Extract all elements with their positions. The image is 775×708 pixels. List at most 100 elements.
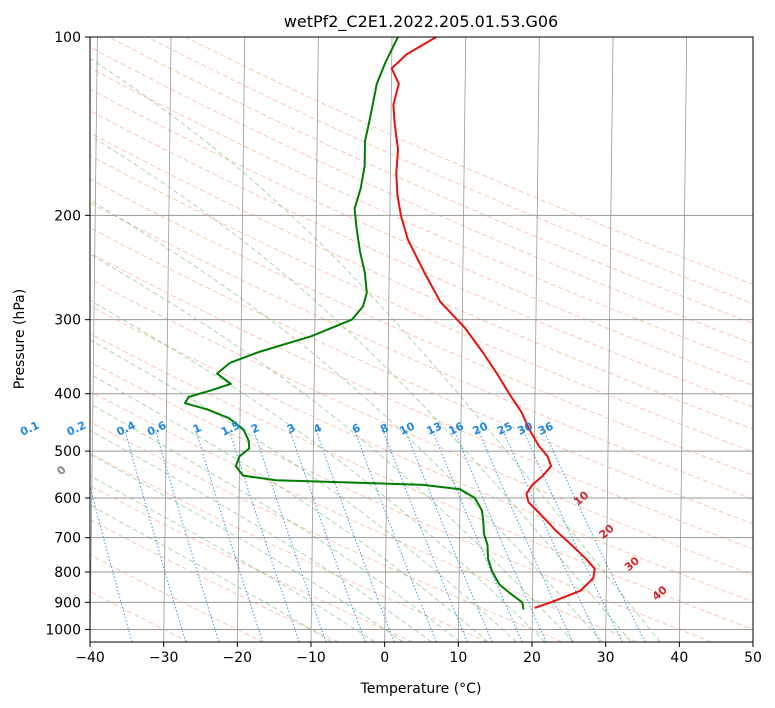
isotherm-line: [678, 37, 688, 642]
moist-adiabat-line: [90, 429, 432, 642]
mixing-ratio-label: 36: [536, 419, 556, 437]
dry-adiabat-line: [90, 485, 414, 642]
y-tick-label: 600: [54, 491, 81, 507]
dry-adiabat-line: [90, 554, 264, 642]
dry-adiabat-line: [90, 332, 753, 630]
x-tick-label: 10: [449, 650, 467, 666]
moist-adiabat-line: [90, 57, 661, 642]
x-axis-label: Temperature (°C): [360, 681, 482, 697]
mixing-ratio-line: [542, 429, 646, 642]
x-tick-label: −10: [296, 650, 326, 666]
moist-adiabat-label: 10: [571, 488, 591, 508]
mixing-ratio-label: 2: [249, 421, 261, 436]
y-tick-label: 800: [54, 565, 81, 581]
y-axis-label: Pressure (hPa): [12, 289, 28, 389]
mixing-ratio-label: 1.5: [219, 419, 242, 439]
mixing-ratio-line: [353, 429, 437, 642]
moist-adiabat-label: 30: [622, 554, 642, 574]
plot-frame: [89, 36, 754, 643]
dry-adiabat-line: [146, 37, 753, 305]
mixing-ratio-label: 0.4: [114, 419, 137, 439]
mixing-ratio-label: 1: [191, 421, 203, 436]
chart-title: wetPf2_C2E1.2022.205.01.53.G06: [284, 12, 558, 32]
mixing-ratio-label: 0.1: [18, 419, 41, 439]
y-tick-label: 200: [54, 208, 81, 224]
moist-adiabat-line: [90, 453, 404, 642]
x-tick-label: −40: [75, 650, 105, 666]
mixing-ratio-line: [522, 429, 623, 642]
isotherm-line: [457, 37, 467, 642]
moist-adiabat-line: [90, 403, 461, 642]
moist-adiabat-line: [90, 339, 517, 642]
mixing-ratio-label: 25: [495, 420, 514, 438]
dry-adiabat-line: [90, 227, 753, 525]
mixing-ratio-line: [124, 429, 187, 642]
x-tick-label: −20: [223, 650, 253, 666]
mixing-ratio-line: [288, 429, 366, 642]
dry-adiabat-line: [90, 46, 753, 345]
dry-adiabat-line: [90, 421, 563, 642]
adiabat-labels: -100-90-80-70-60-50-40-30-20-10010203040…: [18, 419, 670, 604]
x-axis: −40 −30 −20 −10 0 10 20 30 40 50: [75, 642, 762, 666]
y-tick-label: 100: [54, 30, 81, 46]
mixing-ratio-label: 20: [471, 419, 491, 437]
temperature-trace: [390, 37, 596, 609]
y-tick-label: 500: [54, 444, 81, 460]
moist-adiabat-label: 20: [597, 522, 617, 542]
isotherm-line: [90, 37, 98, 642]
moist-adiabat-label: 40: [650, 583, 670, 603]
mixing-ratio-line: [315, 429, 395, 642]
dry-adiabat-line: [90, 452, 488, 642]
isotherm-line: [752, 609, 753, 642]
moist-adiabat-line: [90, 199, 603, 642]
isotherm-line: [384, 37, 393, 642]
moist-adiabat-line: [90, 134, 632, 642]
x-tick-label: 0: [380, 650, 389, 666]
dewpoint-trace: [183, 37, 525, 610]
dry-adiabat-line: [90, 132, 753, 430]
moist-adiabat-line: [90, 475, 376, 642]
y-axis: 100 200 300 400 500 600 700 800 900 1000: [45, 30, 90, 638]
dry-adiabat-line: [90, 361, 712, 642]
mixing-ratio-label: 6: [350, 421, 363, 436]
mixing-ratio-label: 13: [425, 420, 444, 438]
isotherm-line: [310, 37, 319, 642]
dry-adiabat-line: [90, 519, 339, 642]
x-tick-label: 50: [744, 650, 762, 666]
x-tick-label: 30: [597, 650, 615, 666]
mixing-ratio-label: 0.2: [65, 419, 88, 439]
dry-adiabat-line: [90, 67, 753, 365]
moist-adiabat-line: [90, 504, 333, 642]
isotherm-line: [531, 37, 540, 642]
x-tick-label: 40: [670, 650, 688, 666]
mixing-ratio-line: [154, 429, 220, 642]
moist-adiabat-line: [90, 373, 489, 642]
dry-adiabat-line: [90, 155, 753, 453]
background-lines: [90, 37, 753, 642]
mixing-ratio-label: 10: [397, 419, 417, 437]
isotherm-line: [605, 37, 614, 642]
x-tick-label: −30: [149, 650, 179, 666]
mixing-ratio-label: 0.6: [145, 419, 168, 439]
y-tick-label: 1000: [45, 622, 81, 638]
y-tick-label: 300: [54, 313, 81, 329]
dry-adiabat-line: [90, 390, 638, 642]
dry-adiabat-line: [90, 88, 753, 386]
x-tick-label: 20: [523, 650, 541, 666]
mixing-ratio-label: 16: [447, 419, 467, 437]
dry-adiabat-line: [90, 252, 753, 550]
y-tick-label: 400: [54, 387, 81, 403]
y-tick-label: 700: [54, 531, 81, 547]
dry-adiabat-line: [108, 37, 753, 325]
mixing-ratio-line: [382, 429, 469, 642]
mixing-ratio-line: [431, 429, 523, 642]
dry-adiabat-line: [90, 278, 753, 576]
dry-adiabat-label: 0: [54, 463, 69, 478]
dry-adiabat-line: [90, 178, 753, 476]
dry-adiabat-line: [90, 110, 753, 408]
mixing-ratio-line: [502, 429, 601, 642]
moist-adiabat-line: [90, 299, 546, 642]
mixing-ratio-label: 30: [515, 419, 535, 437]
dry-adiabat-line: [90, 202, 753, 500]
isotherm-line: [236, 37, 246, 642]
